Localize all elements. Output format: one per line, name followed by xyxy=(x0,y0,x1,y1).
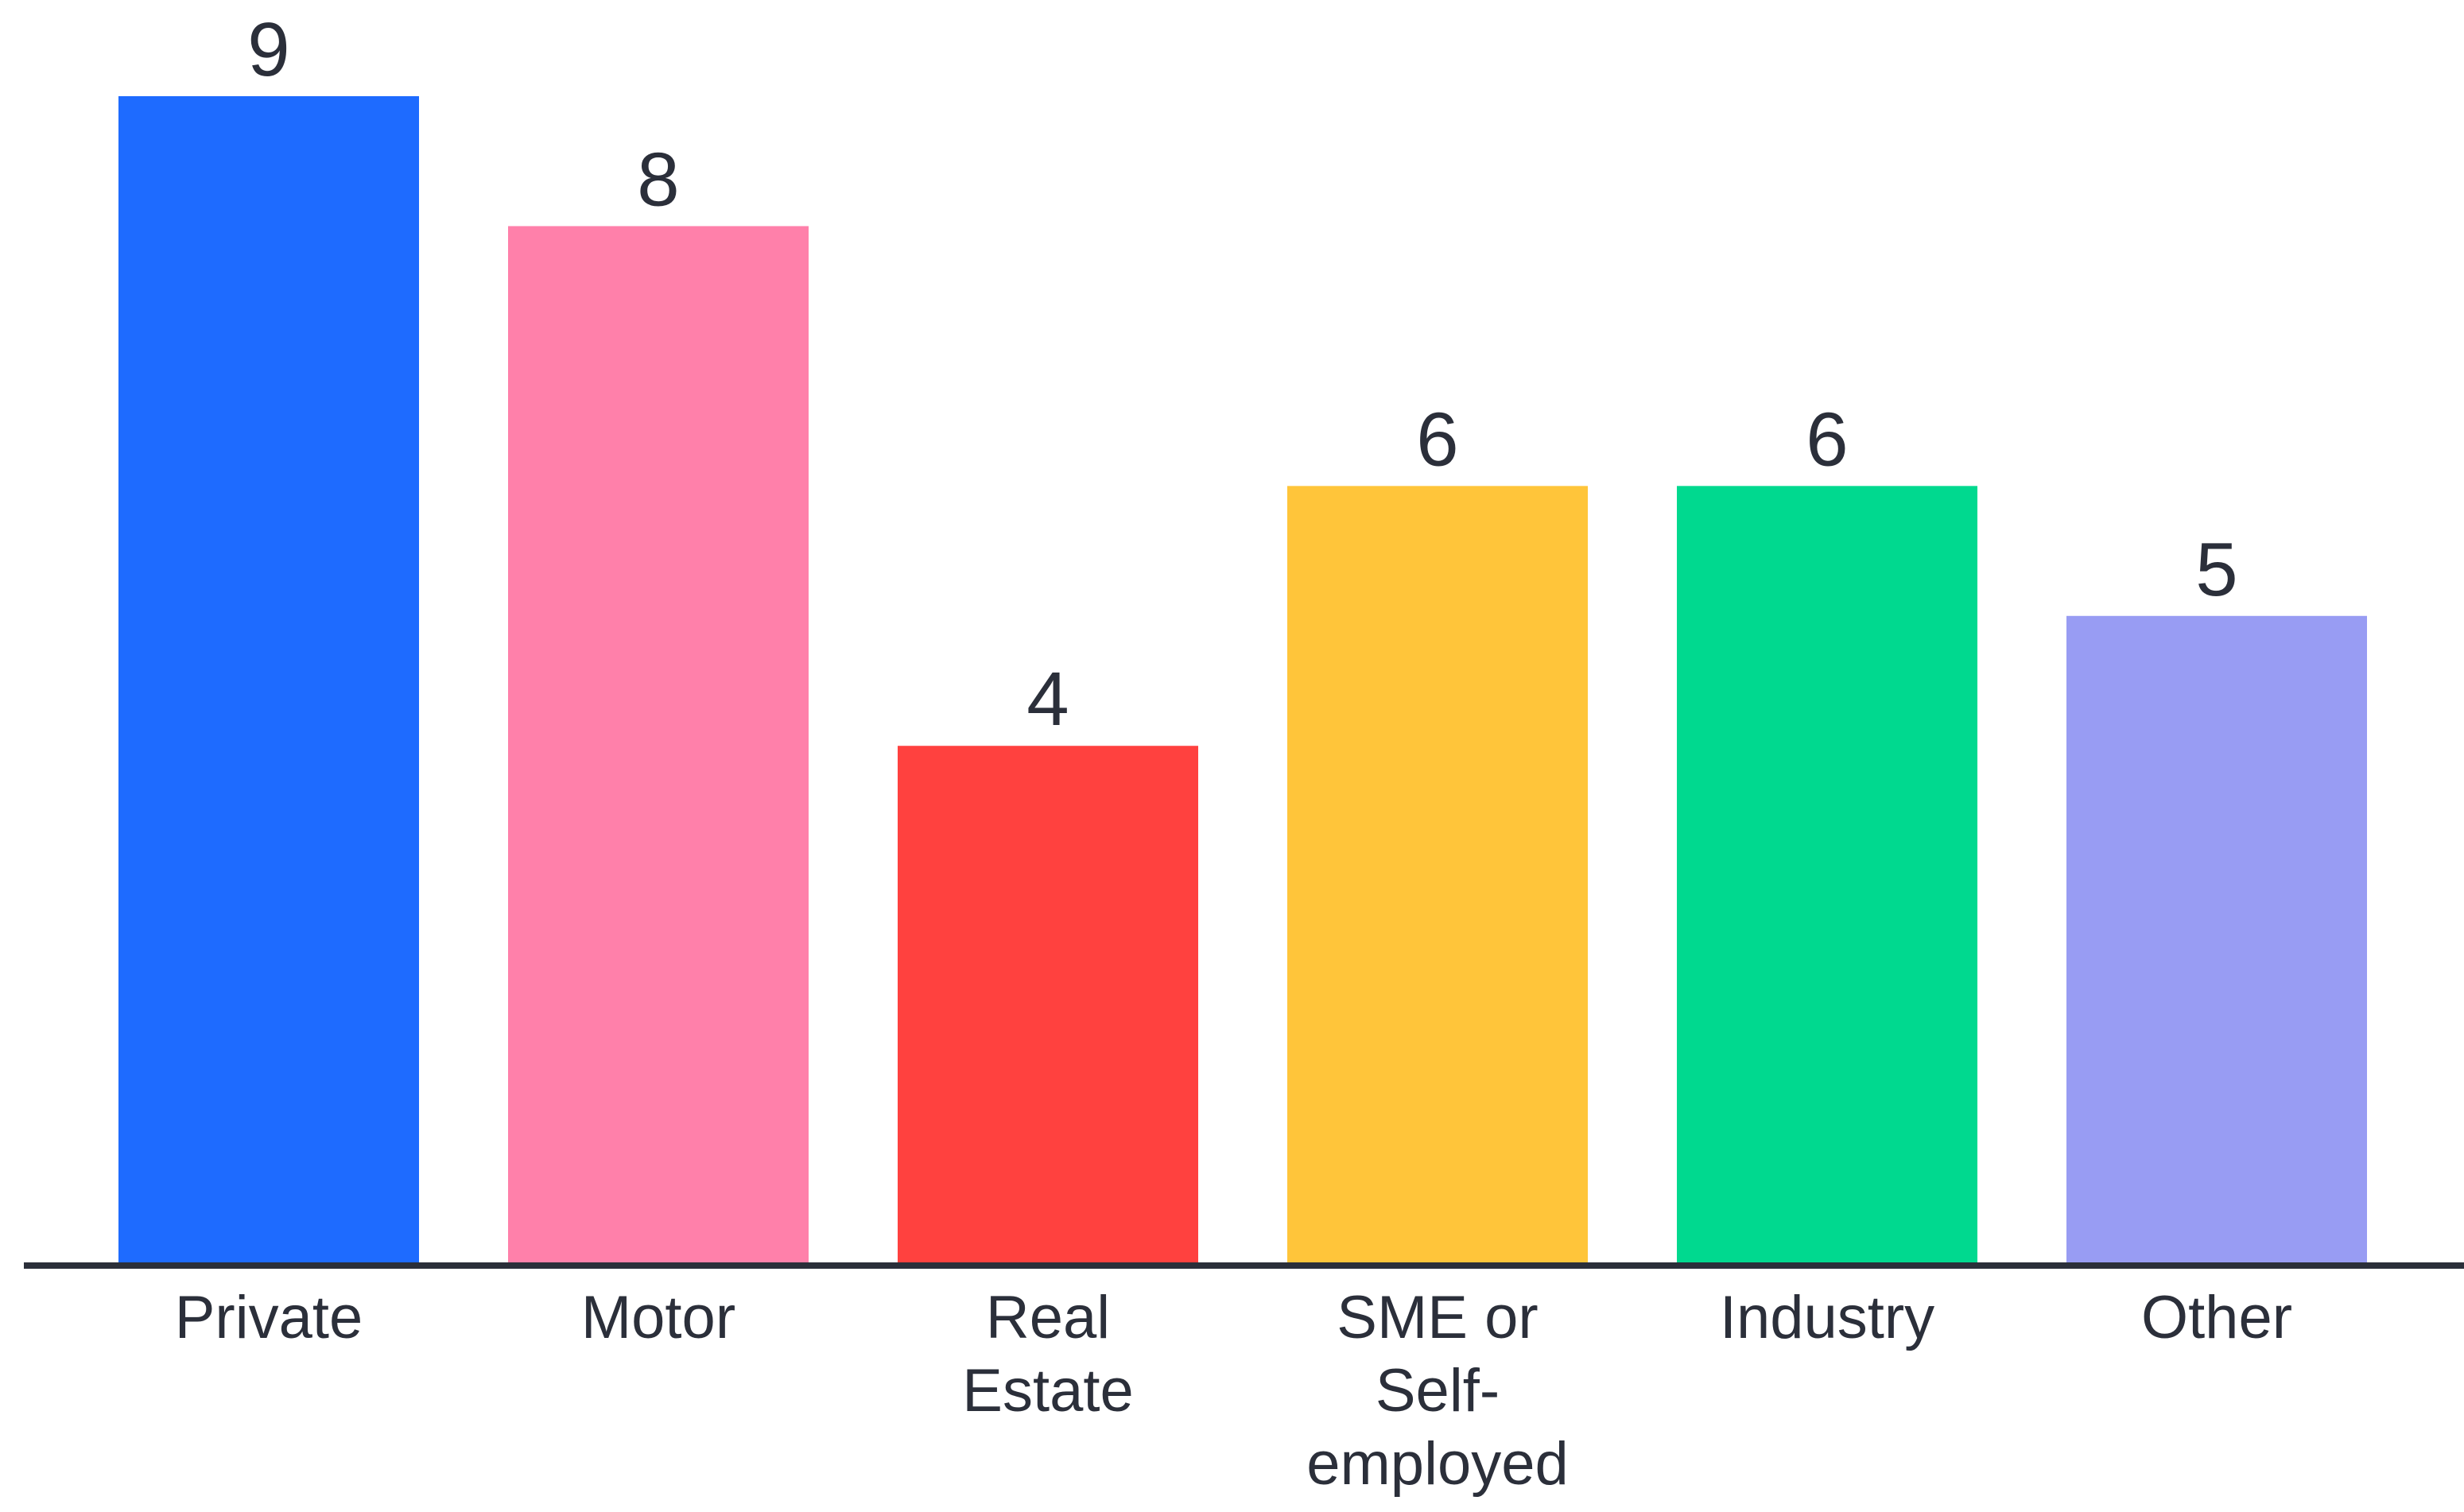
bar xyxy=(2066,615,2367,1266)
x-tick-label-line: Estate xyxy=(962,1357,1133,1425)
x-tick-label-line: Industry xyxy=(1720,1284,1934,1351)
bars-layer xyxy=(118,96,2367,1266)
bar xyxy=(898,746,1198,1266)
x-tick-label-line: Motor xyxy=(581,1284,735,1351)
data-label: 8 xyxy=(637,137,679,222)
bar xyxy=(1287,486,1588,1266)
x-tick-label: SME or Self-employed xyxy=(1306,1284,1569,1498)
x-tick-label: Industry xyxy=(1720,1284,1934,1351)
x-tick-label-line: Self- xyxy=(1376,1357,1500,1425)
x-tick-label-line: Real xyxy=(986,1284,1110,1351)
tick-labels-layer: Private Motor Real Estate SME or Self-employe… xyxy=(175,1284,2292,1498)
data-label: 5 xyxy=(2195,527,2237,612)
x-tick-label: Motor xyxy=(581,1284,735,1351)
x-tick-label: Private xyxy=(175,1284,363,1351)
x-tick-label-line: Other xyxy=(2141,1284,2292,1351)
bar xyxy=(118,96,419,1266)
x-tick-label-line: employed xyxy=(1306,1430,1569,1498)
x-tick-label-line: SME or xyxy=(1337,1284,1538,1351)
bar xyxy=(1677,486,1977,1266)
value-labels-layer: 9 8 4 6 6 5 xyxy=(247,7,2237,742)
x-tick-label-line: Private xyxy=(175,1284,363,1351)
data-label: 6 xyxy=(1806,397,1848,482)
data-label: 6 xyxy=(1416,397,1458,482)
data-label: 9 xyxy=(247,7,289,92)
x-tick-label: Other xyxy=(2141,1284,2292,1351)
x-tick-label: Real Estate xyxy=(962,1284,1133,1425)
data-label: 4 xyxy=(1026,657,1069,742)
bar xyxy=(508,226,809,1266)
